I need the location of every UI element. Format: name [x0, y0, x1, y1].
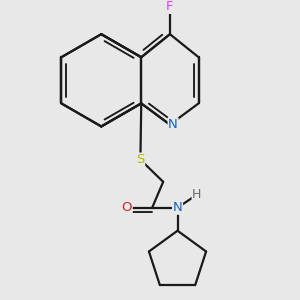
Text: O: O: [122, 201, 132, 214]
Text: N: N: [168, 118, 178, 131]
Text: F: F: [166, 0, 174, 13]
Text: H: H: [192, 188, 202, 201]
Text: N: N: [172, 201, 182, 214]
Text: S: S: [136, 153, 145, 166]
